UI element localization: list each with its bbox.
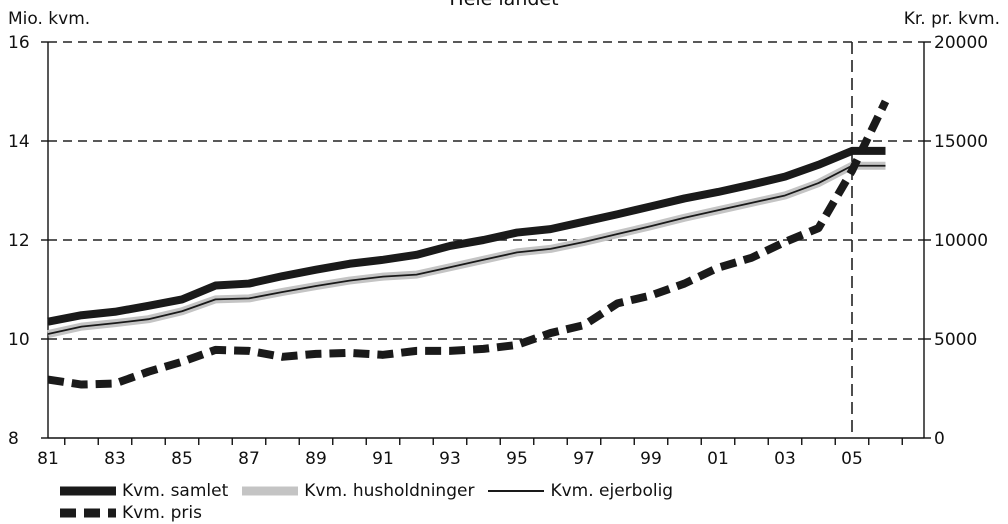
left-tick-label: 10 [8, 330, 30, 350]
x-tick-label: 85 [171, 449, 193, 469]
legend-item-husholdninger: Kvm. husholdninger [242, 481, 474, 501]
right-axis-label: Kr. pr. kvm. [903, 9, 1000, 29]
right-tick-label: 15000 [934, 132, 988, 152]
x-tick-label: 01 [707, 449, 729, 469]
x-tick-label: 03 [774, 449, 796, 469]
left-tick-label: 14 [8, 132, 30, 152]
legend-swatch-husholdninger [242, 486, 299, 496]
right-tick-label: 20000 [934, 33, 988, 53]
x-tick-label: 87 [238, 449, 260, 469]
series-line-kvm-samlet [47, 146, 886, 326]
axes: 8 10 12 14 16 0 5000 10000 15000 20000 81 83 85 87 89 9… [8, 33, 988, 469]
legend-item-ejerbolig: Kvm. ejerbolig [488, 481, 673, 501]
series-line-kvm-pris [47, 99, 890, 389]
x-tick-label: 91 [372, 449, 394, 469]
left-tick-label: 16 [8, 33, 30, 53]
x-tick-label: 93 [439, 449, 461, 469]
x-tick-label: 83 [104, 449, 126, 469]
legend-item-pris: Kvm. pris [60, 503, 202, 523]
x-tick-label: 89 [305, 449, 327, 469]
series-line-kvm-ejerbolig [47, 164, 886, 335]
chart-title: Hele landet [0, 0, 1008, 10]
left-tick-label: 12 [8, 231, 30, 251]
series-line-kvm-husholdninger [47, 161, 886, 338]
legend-swatch-ejerbolig [488, 486, 545, 496]
series-group [47, 99, 890, 389]
legend-label-pris: Kvm. pris [122, 503, 202, 523]
left-tick-label: 8 [8, 429, 19, 449]
legend-swatch-samlet [60, 486, 116, 496]
legend-label-husholdninger: Kvm. husholdninger [304, 481, 475, 501]
x-tick-label: 05 [841, 449, 863, 469]
x-tick-label: 81 [37, 449, 59, 469]
right-tick-label: 10000 [934, 231, 988, 251]
x-tick-label: 95 [506, 449, 528, 469]
right-tick-label: 5000 [934, 330, 977, 350]
legend-label-ejerbolig: Kvm. ejerbolig [550, 481, 674, 501]
right-tick-label: 0 [934, 429, 945, 449]
legend-swatch-pris [60, 508, 116, 518]
legend-label-samlet: Kvm. samlet [122, 481, 229, 501]
legend: Kvm. samlet Kvm. husholdninger Kvm. ejer… [60, 480, 687, 524]
legend-item-samlet: Kvm. samlet [60, 481, 228, 501]
x-tick-label: 97 [573, 449, 595, 469]
left-axis-label: Mio. kvm. [8, 9, 91, 29]
x-tick-label: 99 [640, 449, 662, 469]
